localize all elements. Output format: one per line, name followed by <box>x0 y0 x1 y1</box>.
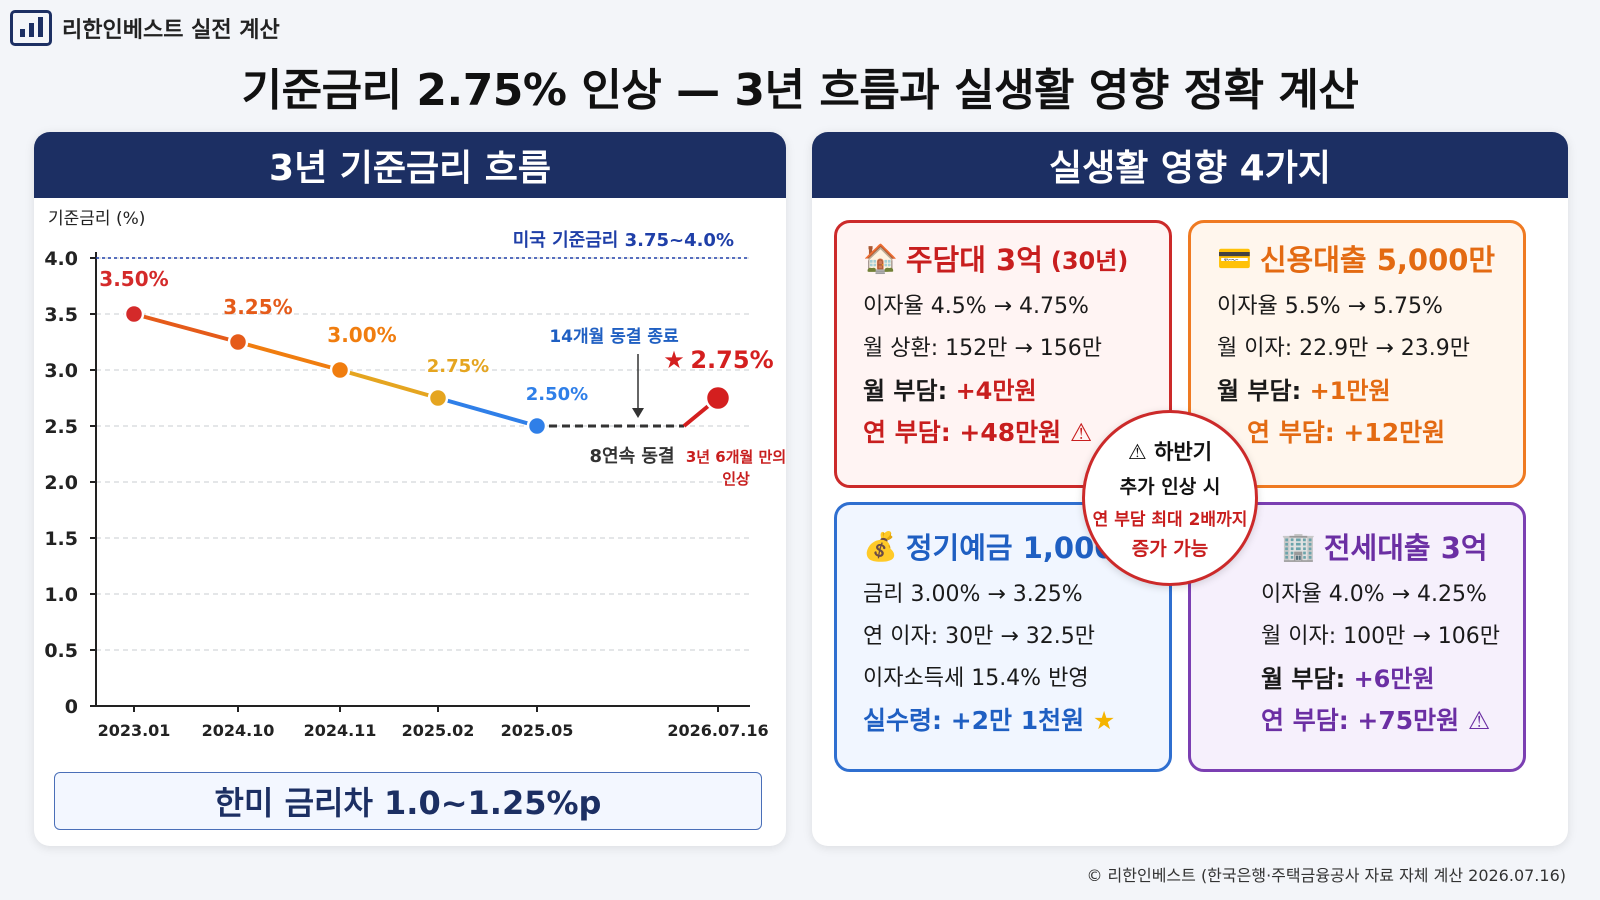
warning-line2: 추가 인상 시 <box>1119 475 1221 498</box>
jeonse-burden-label: 월 부담: <box>1261 665 1354 693</box>
mortgage-title: 🏠 주담대 3억 (30년) <box>863 237 1153 279</box>
jeonse-title-text: 전세대출 3억 <box>1323 531 1488 565</box>
jeonse-annual: 연 부담: +75만원 ⚠ <box>1261 706 1491 735</box>
money-bag-icon: 💰 <box>863 529 898 563</box>
freeze-end-arrow-head <box>632 408 644 418</box>
series-line-segment <box>339 368 439 400</box>
data-point <box>526 415 548 437</box>
data-label: 3.25% <box>223 295 292 319</box>
data-label: 2.50% <box>526 384 588 405</box>
mortgage-burden-value: +4만원 <box>955 377 1037 405</box>
freeze-end-annotation: 14개월 동결 종료 <box>549 327 679 347</box>
deposit-net: 실수령: +2만 1천원 ★ <box>863 707 1153 735</box>
data-point <box>704 384 732 412</box>
rate-gap-box: 한미 금리차 1.0~1.25%p <box>54 772 762 830</box>
jeonse-loan-card: 🏢 전세대출 3억 이자율 4.0% → 4.25% 월 이자: 100만 → … <box>1188 502 1526 772</box>
credit-loan-card: 💳 신용대출 5,000만 이자율 5.5% → 5.75% 월 이자: 22.… <box>1188 220 1526 488</box>
hike-annotation-line1: 3년 6개월 만의 <box>686 448 786 466</box>
rate-line-chart: 기준금리 (%) 0 0.5 1.0 1.5 2.0 2.5 3.0 3.5 4.0 2023.01… <box>44 209 786 740</box>
x-tick-label: 2025.05 <box>501 721 574 740</box>
data-label: 3.00% <box>327 323 396 347</box>
series-line-segment <box>133 312 239 344</box>
page-title: 기준금리 2.75% 인상 — 3년 흐름과 실생활 영향 정확 계산 <box>241 65 1359 116</box>
deposit-rate: 금리 3.00% → 3.25% <box>863 582 1083 607</box>
warning-line1: ⚠ 하반기 <box>1127 439 1213 464</box>
data-label: 2.75% <box>427 356 489 377</box>
us-rate-label: 미국 기준금리 3.75~4.0% <box>513 230 734 251</box>
credit-rate: 이자율 5.5% → 5.75% <box>1217 294 1443 319</box>
freeze-annotation: 8연속 동결 <box>589 446 674 467</box>
credit-monthly: 월 이자: 22.9만 → 23.9만 <box>1217 336 1470 361</box>
credit-burden: 월 부담: +1만원 <box>1217 377 1507 405</box>
data-point <box>329 359 351 381</box>
mortgage-burden-label: 월 부담: <box>863 377 956 405</box>
deposit-tax: 이자소득세 15.4% 반영 <box>863 666 1089 691</box>
mortgage-card: 🏠 주담대 3억 (30년) 이자율 4.5% → 4.75% 월 상환: 15… <box>834 220 1172 488</box>
jeonse-burden-value: +6만원 <box>1353 665 1435 693</box>
house-icon: 🏠 <box>863 241 898 275</box>
jeonse-burden: 월 부담: +6만원 <box>1217 665 1507 693</box>
deposit-interest: 연 이자: 30만 → 32.5만 <box>863 624 1095 649</box>
credit-burden-value: +1만원 <box>1309 377 1391 405</box>
x-tick-label: 2024.10 <box>202 721 275 740</box>
mortgage-title-text: 주담대 3억 <box>905 243 1043 277</box>
data-label: 3.50% <box>99 267 168 291</box>
data-point <box>427 387 449 409</box>
mortgage-burden: 월 부담: +4만원 <box>863 377 1153 405</box>
x-tick-label: 2025.02 <box>402 721 475 740</box>
jeonse-rate: 이자율 4.0% → 4.25% <box>1261 582 1487 607</box>
series-line-segment <box>237 340 341 372</box>
credit-title: 💳 신용대출 5,000만 <box>1217 237 1507 279</box>
x-tick-label: 2024.11 <box>304 721 377 740</box>
credit-burden-label: 월 부담: <box>1217 377 1310 405</box>
y-axis-label: 기준금리 (%) <box>48 209 145 229</box>
rate-flow-panel: 3년 기준금리 흐름 기준금리 (%) 0 0.5 1.0 1.5 2.0 2.5 3.0 3.… <box>34 132 786 846</box>
jeonse-title: 🏢 전세대출 3억 <box>1217 525 1507 567</box>
series-line-segment <box>437 396 538 428</box>
warning-line3: 연 부담 최대 2배까지 <box>1092 509 1248 530</box>
credit-title-text: 신용대출 5,000만 <box>1259 243 1496 277</box>
y-tick-label: 0.5 <box>44 640 78 662</box>
data-point <box>227 331 249 353</box>
mortgage-rate: 이자율 4.5% → 4.75% <box>863 294 1089 319</box>
star-icon: ★ <box>663 346 685 374</box>
jeonse-monthly: 월 이자: 100만 → 106만 <box>1261 624 1501 649</box>
footer-credit: © 리한인베스트 (한국은행·주택금융공사 자료 자체 계산 2026.07.1… <box>1086 866 1566 885</box>
y-tick-label: 0 <box>65 696 78 718</box>
impact-header: 실생활 영향 4가지 <box>812 132 1568 198</box>
credit-annual: 연 부담: +12만원 <box>1247 418 1446 447</box>
warning-line4: 증가 가능 <box>1131 537 1209 560</box>
brand: 리한인베스트 실전 계산 <box>10 10 280 46</box>
mortgage-term: (30년) <box>1050 246 1129 275</box>
rate-flow-header: 3년 기준금리 흐름 <box>34 132 786 198</box>
data-point <box>123 303 145 325</box>
building-icon: 🏢 <box>1281 529 1316 563</box>
credit-card-icon: 💳 <box>1217 241 1252 275</box>
impact-panel: 실생활 영향 4가지 🏠 주담대 3억 (30년) 이자율 4.5% → 4.7… <box>812 132 1568 846</box>
deposit-net-text: 실수령: +2만 1천원 <box>863 706 1085 735</box>
brand-name: 리한인베스트 실전 계산 <box>62 18 280 43</box>
bar-chart-icon <box>10 10 52 46</box>
y-tick-label: 1.0 <box>44 584 78 606</box>
hike-annotation-line2: 인상 <box>722 470 750 488</box>
y-tick-label: 3.0 <box>44 360 78 382</box>
mortgage-monthly: 월 상환: 152만 → 156만 <box>863 336 1103 361</box>
star-icon: ★ <box>1092 706 1116 735</box>
y-tick-label: 2.0 <box>44 472 78 494</box>
y-tick-label: 2.5 <box>44 416 78 438</box>
x-tick-label: 2023.01 <box>98 721 171 740</box>
y-tick-label: 4.0 <box>44 248 78 270</box>
mortgage-annual: 연 부담: +48만원 ⚠ <box>863 418 1093 447</box>
warning-badge: ⚠ 하반기 추가 인상 시 연 부담 최대 2배까지 증가 가능 <box>1082 410 1258 586</box>
x-tick-label: 2026.07.16 <box>667 721 768 740</box>
data-label: 2.75% <box>690 346 773 374</box>
y-tick-label: 3.5 <box>44 304 78 326</box>
y-tick-label: 1.5 <box>44 528 78 550</box>
